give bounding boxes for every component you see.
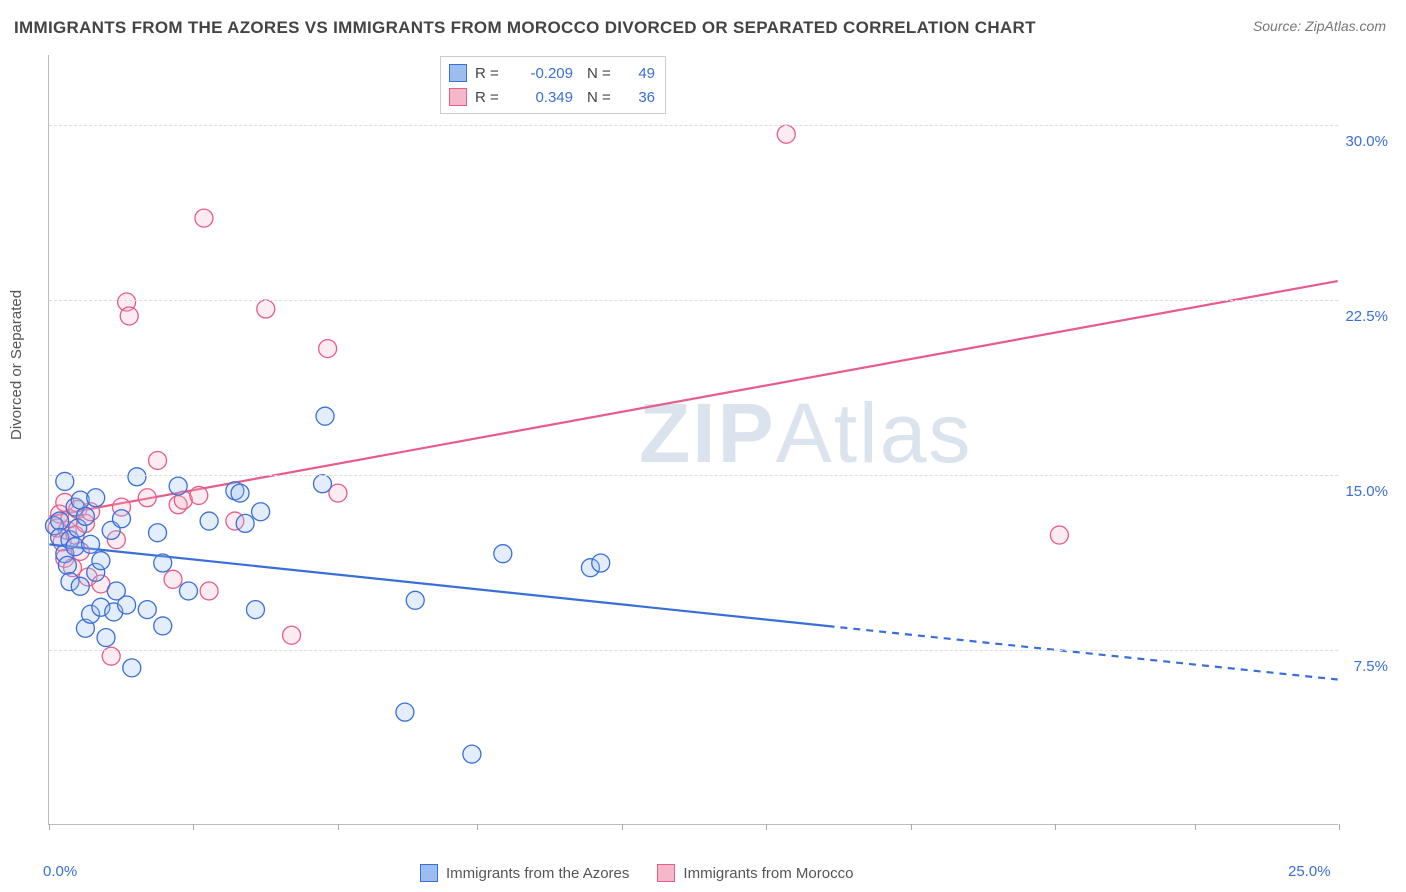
x-tick-label: 0.0% bbox=[43, 863, 77, 880]
legend-r-value: -0.209 bbox=[513, 65, 573, 82]
y-tick-label: 30.0% bbox=[1345, 133, 1388, 150]
y-tick-label: 22.5% bbox=[1345, 308, 1388, 325]
chart-svg bbox=[49, 55, 1338, 824]
legend-n-label: N = bbox=[587, 65, 617, 82]
y-tick-label: 15.0% bbox=[1345, 483, 1388, 500]
legend-r-label: R = bbox=[475, 89, 505, 106]
legend-label: Immigrants from Morocco bbox=[683, 865, 853, 882]
legend-stats: R = -0.209 N = 49 R = 0.349 N = 36 bbox=[440, 56, 666, 114]
plot-area: ZIPAtlas bbox=[48, 55, 1338, 825]
legend-item-morocco: Immigrants from Morocco bbox=[657, 864, 853, 882]
legend-n-value: 49 bbox=[625, 65, 655, 82]
y-axis-label: Divorced or Separated bbox=[8, 290, 25, 440]
source-attribution: Source: ZipAtlas.com bbox=[1253, 18, 1386, 34]
legend-swatch-morocco bbox=[657, 864, 675, 882]
legend-stats-row: R = -0.209 N = 49 bbox=[449, 61, 655, 85]
legend-item-azores: Immigrants from the Azores bbox=[420, 864, 629, 882]
legend-r-value: 0.349 bbox=[513, 89, 573, 106]
legend-series: Immigrants from the Azores Immigrants fr… bbox=[420, 864, 853, 882]
chart-title: IMMIGRANTS FROM THE AZORES VS IMMIGRANTS… bbox=[14, 18, 1036, 38]
legend-r-label: R = bbox=[475, 65, 505, 82]
legend-label: Immigrants from the Azores bbox=[446, 865, 629, 882]
y-tick-label: 7.5% bbox=[1354, 658, 1388, 675]
x-tick-label: 25.0% bbox=[1288, 863, 1331, 880]
legend-swatch-azores bbox=[420, 864, 438, 882]
legend-stats-row: R = 0.349 N = 36 bbox=[449, 85, 655, 109]
legend-n-label: N = bbox=[587, 89, 617, 106]
legend-swatch-morocco bbox=[449, 88, 467, 106]
legend-swatch-azores bbox=[449, 64, 467, 82]
legend-n-value: 36 bbox=[625, 89, 655, 106]
